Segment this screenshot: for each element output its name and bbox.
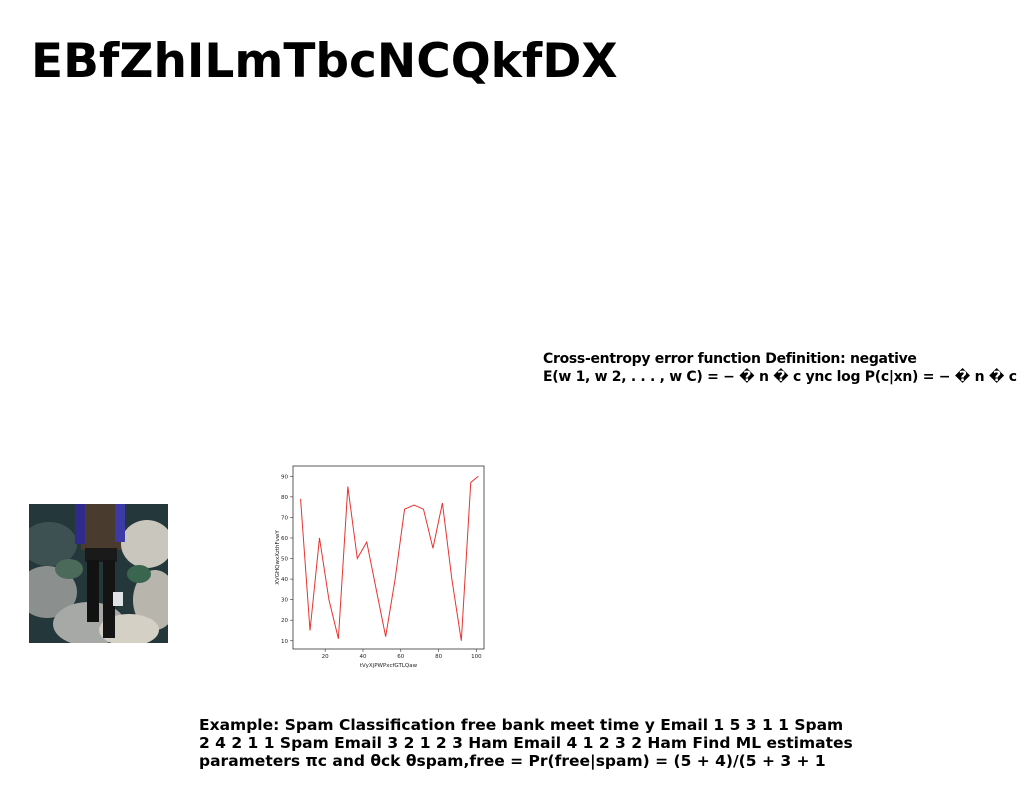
formula-line-1: Cross-entropy error function Definition:… xyxy=(543,351,917,367)
x-tick-label: 20 xyxy=(322,654,329,660)
page-title: EBfZhILmTbcNCQkfDX xyxy=(31,34,618,89)
y-tick-label: 70 xyxy=(281,515,288,521)
y-tick-label: 80 xyxy=(281,495,288,501)
photo-drawing xyxy=(29,504,168,643)
x-axis-label: tVyXjPWPxcfGTLQaw xyxy=(360,663,418,669)
person-walking-photo xyxy=(29,504,168,643)
y-tick-label: 10 xyxy=(281,639,288,645)
x-tick-label: 100 xyxy=(471,654,482,660)
formula-text-block: Cross-entropy error function Definition:… xyxy=(543,350,1017,386)
example-line-1: Example: Spam Classification free bank m… xyxy=(199,716,844,734)
plot-frame xyxy=(292,465,485,650)
x-tick-label: 60 xyxy=(397,654,404,660)
y-tick-label: 90 xyxy=(281,474,288,480)
y-tick-label: 40 xyxy=(281,577,288,583)
example-line-2: 2 4 2 1 1 Spam Email 3 2 1 2 3 Ham Email… xyxy=(199,734,853,752)
y-tick-label: 50 xyxy=(281,557,288,563)
y-tick-label: 60 xyxy=(281,536,288,542)
formula-line-2: E(w 1, w 2, . . . , w C) = − � n � c ync… xyxy=(543,369,1017,385)
series-line xyxy=(300,475,479,641)
y-axis-ticks: 10 20 30 40 50 60 70 80 90 xyxy=(281,474,293,645)
example-text-block: Example: Spam Classification free bank m… xyxy=(199,716,999,770)
x-tick-label: 40 xyxy=(359,654,366,660)
y-tick-label: 30 xyxy=(281,598,288,604)
y-axis-label: XVGHQwxXzthFvwY xyxy=(275,530,281,585)
example-line-3: parameters πc and θck θspam,free = Pr(fr… xyxy=(199,752,826,770)
x-tick-label: 80 xyxy=(435,654,442,660)
line-chart: 10 20 30 40 50 60 70 80 90 20 40 60 80 100 tVyXjPWPx… xyxy=(275,465,485,669)
x-axis-ticks: 20 40 60 80 100 xyxy=(322,649,482,660)
y-tick-label: 20 xyxy=(281,618,288,624)
